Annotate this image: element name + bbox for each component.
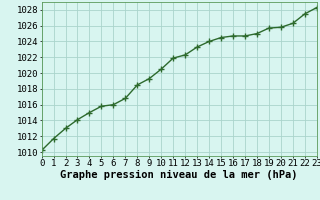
X-axis label: Graphe pression niveau de la mer (hPa): Graphe pression niveau de la mer (hPa) bbox=[60, 170, 298, 180]
